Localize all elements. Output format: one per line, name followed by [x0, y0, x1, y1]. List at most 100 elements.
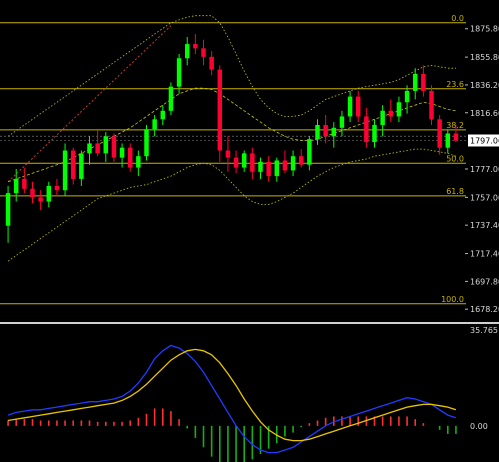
candle-body	[307, 139, 312, 165]
candle	[437, 115, 442, 155]
candle-body	[388, 110, 394, 117]
candle-body	[79, 153, 84, 179]
candle-body	[160, 110, 166, 120]
candle	[168, 82, 174, 116]
candle-body	[355, 96, 361, 117]
candle	[201, 39, 206, 66]
trendline-segment	[7, 25, 172, 183]
candle	[331, 122, 337, 148]
candle-body	[290, 156, 296, 171]
candle	[79, 150, 84, 186]
candle-body	[445, 133, 451, 148]
candle-body	[412, 73, 418, 91]
candle-body	[54, 186, 60, 191]
candle	[266, 156, 271, 182]
candle	[70, 147, 76, 185]
macd-tick-label: 35.765	[470, 326, 498, 335]
candle-body	[193, 44, 198, 49]
candle-body	[136, 156, 141, 168]
candle	[258, 157, 263, 179]
candle-body	[13, 178, 19, 194]
candle-body	[241, 153, 247, 168]
fib-label-0: 0.0	[451, 14, 464, 23]
candle	[184, 36, 190, 66]
candle-body	[364, 116, 369, 142]
candle	[176, 54, 182, 94]
candle-body	[372, 124, 377, 142]
candle	[290, 150, 296, 177]
candle-body	[282, 160, 288, 171]
candle	[347, 90, 353, 123]
candle	[364, 107, 369, 148]
candle-body	[62, 150, 68, 191]
candle-body	[331, 127, 337, 137]
candle-body	[95, 143, 100, 154]
candle-body	[396, 102, 402, 117]
price-tick-label: 1697.80	[470, 277, 499, 286]
price-tick-label: 1717.40	[470, 250, 499, 259]
fib-label-1: 23.6	[446, 80, 464, 89]
candle-body	[250, 153, 255, 172]
candle-body	[30, 188, 35, 198]
candle-body	[152, 119, 157, 130]
current-price-box	[468, 134, 499, 147]
candle	[46, 181, 52, 208]
candle	[136, 150, 141, 177]
candle	[307, 136, 312, 171]
candle-body	[323, 124, 328, 137]
candle-body	[380, 110, 385, 125]
candle	[144, 124, 149, 161]
candle-body	[437, 119, 442, 148]
macd-signal-line	[7, 348, 457, 442]
candle	[453, 124, 459, 142]
candle-body	[168, 86, 174, 111]
candle-body	[258, 161, 263, 172]
macd-line	[7, 344, 457, 454]
candle	[152, 115, 157, 137]
candle	[209, 51, 214, 76]
candle	[13, 168, 19, 202]
current-price-label: 1797.06	[470, 136, 499, 145]
candle-body	[225, 150, 231, 158]
candle	[233, 150, 239, 174]
candle-body	[144, 129, 149, 157]
candle	[95, 130, 100, 157]
candle	[298, 149, 304, 168]
candle	[5, 186, 11, 243]
fib-label-3: 50.0	[446, 154, 464, 163]
candle	[421, 65, 426, 97]
candle	[315, 119, 320, 145]
price-tick-label: 1855.80	[470, 53, 499, 62]
candle-body	[103, 136, 109, 154]
candle	[339, 110, 345, 137]
trendline	[7, 25, 172, 183]
candle	[445, 129, 451, 154]
candle	[429, 85, 434, 125]
candle-body	[266, 161, 271, 177]
candle	[22, 167, 27, 194]
price-axis: 1875.80 1855.80 1836.20 1816.60 1797.06 1777.…	[465, 25, 499, 314]
candle-body	[421, 73, 426, 91]
candle-body	[298, 156, 304, 165]
candle-body	[404, 90, 410, 103]
candle-body	[315, 124, 320, 140]
candle	[127, 143, 133, 172]
candle-body	[38, 197, 43, 202]
candle	[396, 96, 402, 123]
candle-body	[184, 44, 190, 59]
candle	[282, 150, 288, 174]
candle-body	[217, 69, 223, 151]
candle	[62, 143, 68, 196]
candle	[38, 190, 43, 211]
candlesticks	[5, 34, 459, 243]
price-tick-label: 1875.80	[470, 25, 499, 34]
price-tick-label: 1777.00	[470, 165, 499, 174]
candle-body	[429, 90, 434, 120]
candle	[217, 65, 223, 162]
candle	[30, 181, 35, 204]
fibonacci-levels: 0.0 23.6 38.2 50.0 61.8 100.0	[0, 14, 466, 305]
candle-body	[453, 133, 459, 141]
candle-body	[176, 58, 182, 87]
candle	[250, 147, 255, 179]
